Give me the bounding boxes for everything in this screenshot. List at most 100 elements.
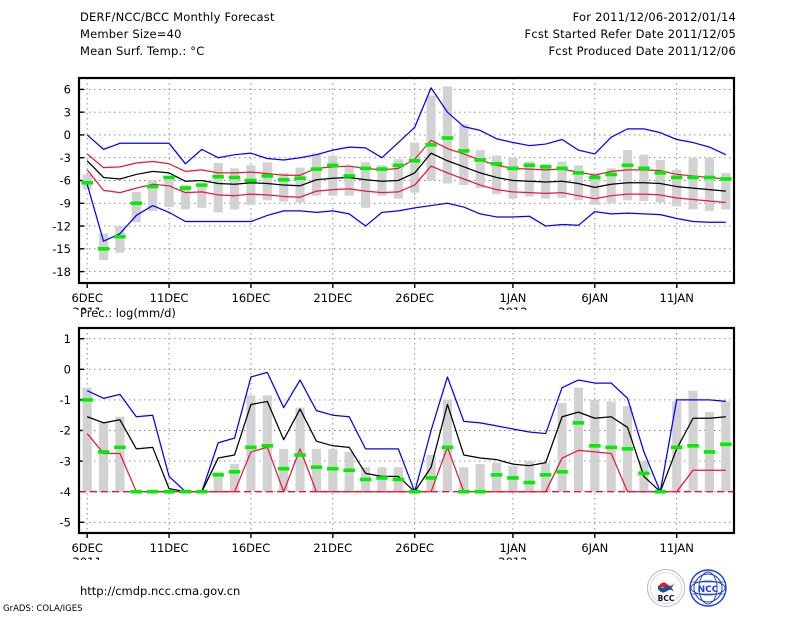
y-tick-label: -9 (60, 196, 71, 210)
spread-bar (262, 395, 272, 492)
series-upper_quartile (86, 139, 726, 180)
median-marker (556, 166, 568, 171)
spread-bar (131, 191, 141, 223)
median-marker (621, 447, 634, 451)
median-marker (556, 470, 568, 474)
bcc-logo: BCC (646, 568, 686, 608)
median-marker (490, 161, 503, 166)
median-marker (720, 442, 732, 447)
temperature-chart: 6 3 0 -3 -6 -9 -12 -15 -186DEC2011 11DEC 16DEC 21DE… (0, 60, 800, 310)
spread-bar (164, 178, 174, 208)
median-marker (474, 158, 486, 162)
spread-bar (344, 166, 354, 196)
plot-frame (77, 76, 736, 285)
spread-bar (475, 464, 485, 492)
x-tick-label: 21DEC (313, 541, 352, 555)
median-marker (572, 421, 585, 425)
median-marker (97, 450, 110, 454)
plot-frame (77, 326, 736, 535)
y-tick-label: -1 (60, 393, 71, 407)
median-marker (425, 476, 437, 480)
median-marker (196, 489, 208, 494)
median-marker (114, 445, 126, 450)
median-marker (163, 175, 175, 180)
median-marker (97, 247, 110, 251)
prec-variable-label: Prec.: log(mm/d) (80, 306, 176, 320)
spread-bar (639, 154, 649, 201)
median-marker (523, 480, 536, 485)
x-tick-year-label: 2011 (73, 555, 102, 560)
spread-bar (688, 390, 698, 492)
median-marker (245, 445, 257, 450)
median-marker (621, 163, 634, 168)
x-tick-label: 6JAN (581, 291, 608, 305)
x-tick-label: 6JAN (581, 541, 608, 555)
median-marker (277, 177, 290, 182)
x-tick-label: 6DEC (71, 291, 102, 305)
forecast-start-label: Fcst Started Refer Date 2011/12/05 (524, 27, 736, 41)
member-size-label: Member Size=40 (80, 27, 182, 41)
y-tick-label: -5 (60, 515, 71, 529)
spread-bar (197, 183, 207, 208)
spread-bar (459, 467, 469, 492)
y-tick-label: -6 (60, 174, 71, 188)
y-tick-label: -12 (52, 219, 71, 233)
median-marker (261, 174, 274, 178)
spread-bar (410, 142, 420, 193)
spread-bar (573, 165, 584, 201)
median-marker (228, 175, 241, 180)
median-marker (392, 163, 405, 168)
median-marker (376, 167, 388, 171)
spread-bar (475, 150, 485, 189)
x-tick-label: 26DEC (395, 541, 434, 555)
median-marker (343, 174, 355, 178)
x-tick-label: 11JAN (660, 541, 694, 555)
median-marker (359, 477, 372, 482)
median-marker (212, 174, 224, 179)
svg-text:BCC: BCC (658, 594, 675, 603)
x-tick-label: 11DEC (150, 291, 189, 305)
spread-bar (246, 165, 256, 205)
median-marker (245, 178, 257, 183)
spread-bar (377, 165, 387, 196)
median-marker (261, 443, 274, 448)
spread-bar (524, 161, 534, 197)
svg-text:NCC: NCC (698, 585, 719, 595)
median-marker (376, 476, 388, 480)
spread-bar (655, 160, 665, 203)
spread-bar (524, 461, 534, 492)
median-marker (523, 163, 536, 168)
spread-bar (115, 226, 125, 253)
spread-bar (98, 422, 109, 492)
median-marker (196, 183, 208, 187)
series-min (86, 184, 726, 242)
median-marker (408, 158, 421, 163)
spread-bar (311, 153, 322, 196)
median-marker (507, 476, 519, 480)
website-url[interactable]: http://cmdp.ncc.cma.gov.cn (80, 584, 241, 598)
spread-bar (426, 95, 436, 181)
spread-bar (229, 168, 240, 210)
spread-bar (688, 157, 698, 210)
x-tick-label: 11JAN (660, 291, 694, 305)
median-marker (654, 171, 667, 175)
forecast-produced-label: Fcst Produced Date 2011/12/06 (548, 44, 736, 58)
median-marker (392, 477, 405, 482)
spread-bar (393, 159, 403, 199)
median-marker (605, 172, 617, 177)
spread-bar (229, 464, 240, 492)
median-marker (327, 466, 339, 471)
x-tick-year-label: 2012 (498, 555, 527, 560)
precipitation-chart: 1 0 -1 -2 -3 -4 -56DEC2011 11DEC 16DEC 21DEC 26DEC… (0, 310, 800, 560)
x-tick-label: 16DEC (232, 541, 271, 555)
spread-bar (311, 448, 322, 492)
spread-bar (606, 168, 616, 204)
median-marker (310, 465, 323, 470)
median-marker (179, 489, 192, 494)
y-tick-label: -2 (60, 424, 71, 438)
x-tick-year-label: 2012 (498, 305, 527, 310)
forecast-title: DERF/NCC/BCC Monthly Forecast (80, 10, 275, 24)
median-marker (359, 166, 372, 171)
median-marker (670, 445, 683, 450)
median-marker (179, 186, 192, 190)
